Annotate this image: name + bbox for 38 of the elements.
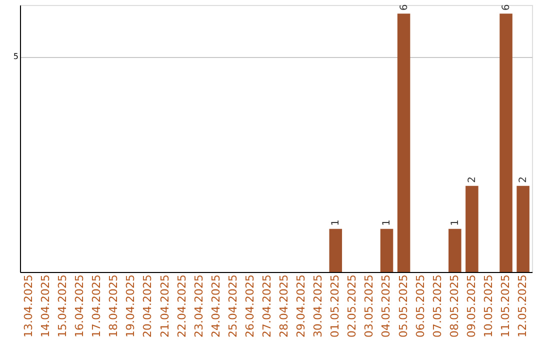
x-tick-label: 04.05.2025 <box>380 274 393 338</box>
x-tick-label: 27.04.2025 <box>260 274 274 338</box>
x-tick-label: 20.04.2025 <box>141 274 154 338</box>
x-tick-label: 24.04.2025 <box>209 274 222 338</box>
x-tick-label: 11.05.2025 <box>499 274 512 338</box>
data-label: 2 <box>466 176 478 183</box>
x-tick-label: 09.05.2025 <box>464 274 478 338</box>
x-tick-label: 08.05.2025 <box>448 274 461 338</box>
x-tick-label: 01.05.2025 <box>328 274 342 338</box>
x-tick-label: 13.04.2025 <box>22 274 35 338</box>
x-tick-label: 10.05.2025 <box>482 274 495 338</box>
x-tick-label: 16.04.2025 <box>73 274 86 338</box>
x-tick-label: 21.04.2025 <box>158 274 172 338</box>
x-tick-label: 30.04.2025 <box>312 274 325 338</box>
x-tick-label: 29.04.2025 <box>294 274 308 338</box>
data-label: 1 <box>382 220 393 226</box>
x-tick-label: 12.05.2025 <box>516 274 530 338</box>
y-tick-label: 5 <box>13 52 18 62</box>
x-tick-label: 05.05.2025 <box>396 274 410 338</box>
data-label: 1 <box>450 220 461 226</box>
x-tick-label: 17.04.2025 <box>90 274 104 338</box>
x-tick-label: 19.04.2025 <box>124 274 138 338</box>
data-label: 2 <box>518 176 530 183</box>
x-tick-label: 22.04.2025 <box>175 274 188 338</box>
x-tick-label: 25.04.2025 <box>226 274 240 338</box>
x-tick-label: 28.04.2025 <box>278 274 291 338</box>
x-tick-label: 23.04.2025 <box>192 274 206 338</box>
x-tick-label: 26.04.2025 <box>243 274 256 338</box>
x-tick-label: 15.04.2025 <box>56 274 70 338</box>
x-tick-label: 06.05.2025 <box>414 274 427 338</box>
data-label: 1 <box>330 220 342 226</box>
x-tick-label: 14.04.2025 <box>38 274 52 338</box>
x-tick-label: 18.04.2025 <box>107 274 120 338</box>
data-label: 6 <box>501 4 512 11</box>
x-tick-label: 02.05.2025 <box>346 274 359 338</box>
x-tick-label: 07.05.2025 <box>430 274 444 338</box>
x-tick-label: 03.05.2025 <box>362 274 376 338</box>
data-label: 6 <box>398 4 410 11</box>
